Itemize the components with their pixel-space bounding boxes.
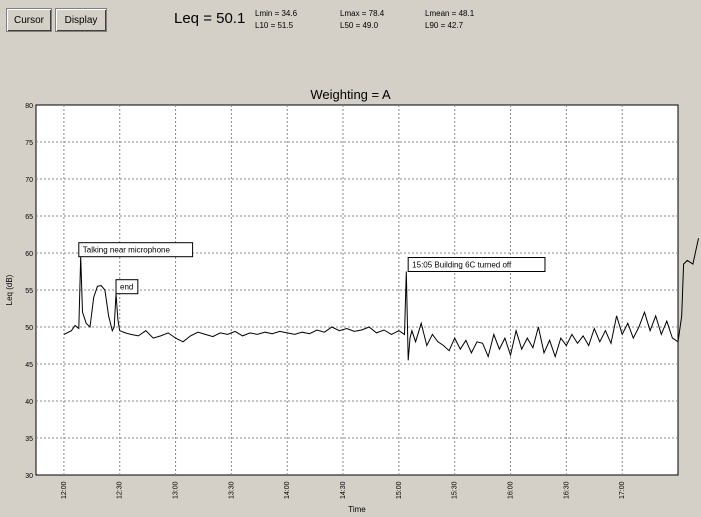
x-tick-label: 14:30 <box>340 481 347 499</box>
y-axis-label: Leq (dB) <box>5 274 14 305</box>
y-tick-label: 35 <box>25 436 33 443</box>
annotation: end <box>115 279 139 295</box>
y-tick-label: 65 <box>25 214 33 221</box>
chart-title: Weighting = A <box>310 87 391 102</box>
x-tick-label: 13:00 <box>173 481 180 499</box>
x-axis-label: Time <box>348 505 366 514</box>
y-tick-label: 60 <box>25 251 33 258</box>
annotation-box <box>115 279 139 295</box>
cursor-button[interactable]: Cursor <box>6 8 52 32</box>
l50-value: L50 = 49.0 <box>340 21 379 30</box>
x-tick-label: 13:30 <box>228 481 235 499</box>
lmax-value: Lmax = 78.4 <box>340 9 385 18</box>
y-tick-label: 45 <box>25 362 33 369</box>
annotation-label: end <box>120 283 133 292</box>
x-tick-label: 12:00 <box>61 481 68 499</box>
x-tick-label: 15:00 <box>396 481 403 499</box>
x-tick-label: 15:30 <box>452 481 459 499</box>
l10-value: L10 = 51.5 <box>255 21 294 30</box>
x-tick-label: 16:30 <box>563 481 570 499</box>
y-tick-label: 80 <box>25 103 33 110</box>
x-tick-label: 16:00 <box>508 481 515 499</box>
leq-series-line <box>63 238 699 361</box>
annotation-box <box>78 242 194 258</box>
x-tick-label: 17:00 <box>619 481 626 499</box>
l90-value: L90 = 42.7 <box>425 21 464 30</box>
x-tick-label: 14:00 <box>284 481 291 499</box>
leq-value: Leq = 50.1 <box>174 10 246 27</box>
y-tick-label: 75 <box>25 140 33 147</box>
y-tick-label: 70 <box>25 177 33 184</box>
annotation: 15:05 Building 6C turned off <box>407 257 546 272</box>
y-tick-label: 40 <box>25 399 33 406</box>
annotation-box <box>407 257 546 272</box>
annotation-label: Talking near microphone <box>83 246 171 255</box>
display-button[interactable]: Display <box>55 8 107 32</box>
lmin-value: Lmin = 34.6 <box>255 9 298 18</box>
y-tick-label: 50 <box>25 325 33 332</box>
annotation: Talking near microphone <box>78 242 194 258</box>
y-tick-label: 30 <box>25 473 33 480</box>
annotation-label: 15:05 Building 6C turned off <box>412 261 512 270</box>
lmean-value: Lmean = 48.1 <box>425 9 475 18</box>
y-tick-label: 55 <box>25 288 33 295</box>
x-tick-label: 12:30 <box>117 481 124 499</box>
